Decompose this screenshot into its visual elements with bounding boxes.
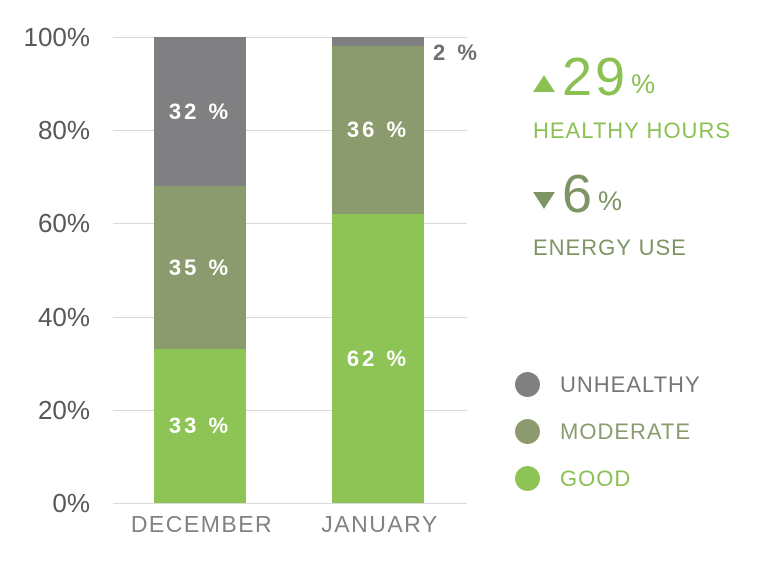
stat-label: ENERGY USE (533, 235, 687, 260)
y-axis-tick-label: 40% (37, 301, 90, 332)
bar-segment-value-label: 62 % (346, 345, 410, 371)
stat-label: HEALTHY HOURS (533, 118, 732, 143)
y-axis-tick-label: 60% (37, 208, 90, 239)
gridline-20% (113, 409, 467, 411)
bar-segment-good-january: 62 % (332, 214, 424, 503)
bar-segment-value-label: 33 % (168, 413, 232, 439)
gridline-100% (113, 37, 467, 38)
unhealthy-dot-icon (515, 372, 540, 397)
bar-segment-value-label-outside: 2 % (433, 40, 480, 66)
stat-value: 29 (562, 47, 629, 107)
legend-label: GOOD (560, 465, 632, 491)
triangle-up-icon (533, 75, 555, 92)
y-axis-tick-label: 100% (23, 22, 91, 52)
stat-unit: % (598, 186, 623, 216)
bar-segment-value-label: 36 % (346, 117, 410, 143)
stat-healthy-hours: 29 % HEALTHY HOURS (533, 50, 731, 144)
stacked-bar-chart: 0% 20% 40% 60% 80% 100% 33 % 35 % 32 % DECEMBER 62… (23, 22, 480, 537)
good-dot-icon (515, 466, 540, 491)
stat-energy-use: 6 % ENERGY USE (533, 167, 687, 261)
gridline-40% (113, 316, 467, 318)
legend-label: MODERATE (560, 418, 692, 444)
x-axis-category-label: JANUARY (321, 511, 439, 537)
bar-segment-unhealthy-january (332, 37, 424, 47)
bar-segment-moderate-january: 36 % (332, 46, 424, 215)
legend-item-unhealthy: UNHEALTHY (515, 372, 701, 397)
gridline-0% (113, 503, 467, 504)
bar-segment-value-label: 32 % (168, 98, 232, 124)
y-axis-tick-label: 80% (37, 115, 90, 146)
moderate-dot-icon (515, 419, 540, 444)
x-axis-category-label: DECEMBER (130, 511, 274, 537)
legend-item-moderate: MODERATE (515, 419, 701, 444)
y-axis-tick-label: 0% (52, 488, 90, 518)
y-axis-tick-label: 20% (37, 394, 90, 425)
bar-segment-value-label: 35 % (168, 254, 232, 280)
bar-segment-unhealthy-december: 32 % (154, 37, 246, 187)
gridline-80% (113, 130, 467, 132)
legend-label: UNHEALTHY (560, 371, 701, 397)
stat-energy-use-value-row: 6 % (533, 167, 687, 221)
stat-healthy-hours-value-row: 29 % (533, 50, 731, 104)
stat-value: 6 (562, 164, 596, 224)
chart-legend: UNHEALTHY MODERATE GOOD (515, 372, 701, 513)
legend-item-good: GOOD (515, 466, 701, 491)
gridline-60% (113, 223, 467, 225)
triangle-down-icon (533, 192, 555, 209)
bar-segment-good-december: 33 % (154, 349, 246, 503)
bar-segment-moderate-december: 35 % (154, 186, 246, 350)
stat-unit: % (631, 69, 656, 99)
